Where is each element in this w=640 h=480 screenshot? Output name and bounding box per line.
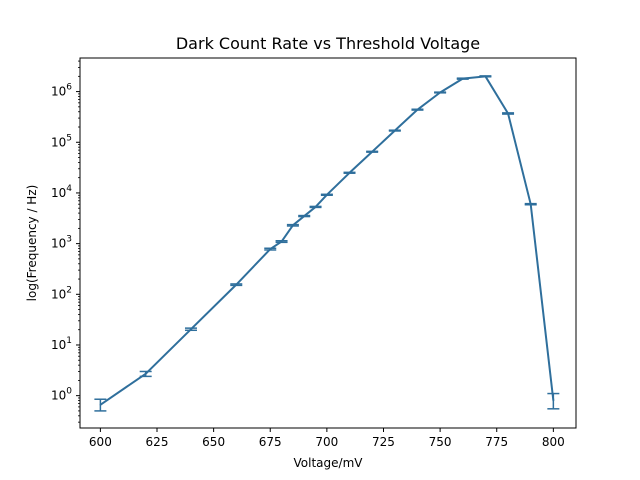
data-point [348,171,351,174]
error-bar [264,247,277,251]
x-axis: 600 625 650 675 700 725 750 775 800 [89,428,565,449]
error-bar [343,171,356,174]
error-bar [230,283,243,287]
data-point [461,77,464,80]
data-point [484,75,487,78]
y-tick-label: 101 [51,336,72,352]
error-bar [286,223,299,227]
error-bar [411,108,424,111]
data-point [269,248,272,250]
y-axis: 100 101 102 103 104 105 106 [51,60,80,423]
error-bar [547,392,560,410]
data-point [416,108,419,111]
data-point [303,215,306,217]
error-bar [479,75,492,78]
data-point [99,403,102,406]
data-point [314,206,317,208]
data-point [280,240,283,243]
error-bar [524,202,537,206]
data-point [326,193,328,196]
data-point [552,399,555,402]
y-tick-label: 102 [51,285,72,301]
error-bar [320,193,333,197]
data-point [507,112,509,115]
y-tick-label: 106 [51,83,72,99]
data-point [371,150,373,153]
axes-frame [79,57,577,429]
error-bar [434,91,447,94]
y-axis-label: log(Frequency / Hz) [25,185,39,302]
y-tick-label: 104 [51,184,72,200]
x-tick-label: 700 [315,435,338,449]
plot-area [94,75,560,412]
error-bar [388,129,401,132]
x-tick-label: 675 [259,435,282,449]
y-tick-label: 100 [51,387,72,403]
error-bar [309,205,322,209]
error-bar [366,150,379,153]
error-bar [502,112,515,115]
error-bar [139,370,152,378]
x-tick-label: 750 [429,435,452,449]
error-bar [298,214,311,218]
y-tick-label: 105 [51,133,72,149]
y-tick-label: 103 [51,235,72,251]
error-bar [456,77,469,80]
x-tick-label: 600 [89,435,112,449]
data-point [394,129,396,132]
x-tick-label: 775 [485,435,508,449]
series-line [99,75,555,406]
data-point [144,372,147,375]
data-point [439,91,441,94]
x-tick-label: 725 [372,435,395,449]
data-point [529,203,532,205]
data-point [292,224,294,227]
x-axis-label: Voltage/mV [294,456,364,470]
x-tick-label: 800 [542,435,565,449]
data-point [235,283,238,286]
error-bar [275,239,288,244]
x-tick-label: 650 [202,435,225,449]
data-point [190,328,192,330]
chart-title: Dark Count Rate vs Threshold Voltage [176,34,480,53]
error-bar [94,398,107,412]
error-bar [184,327,197,332]
x-tick-label: 625 [146,435,169,449]
